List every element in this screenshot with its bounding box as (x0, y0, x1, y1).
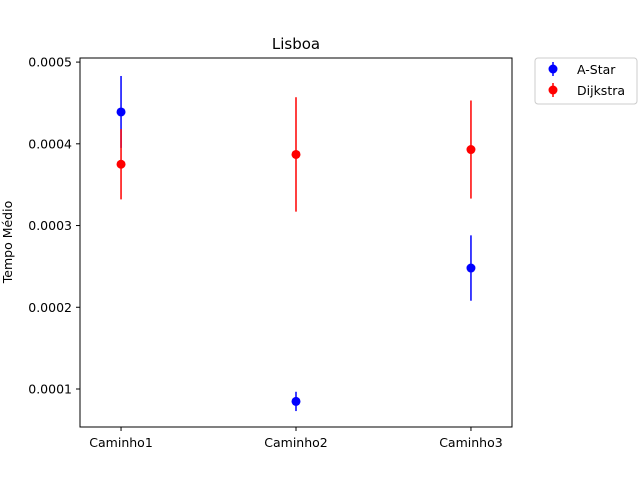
y-tick-label: 0.0003 (28, 218, 72, 233)
legend-frame (534, 57, 638, 105)
x-tick-label: Caminho2 (264, 435, 327, 450)
y-axis: 0.0001 0.0002 0.0003 0.0004 0.0005 (28, 55, 80, 396)
chart-title: Lisboa (272, 35, 320, 53)
legend-marker (548, 85, 558, 95)
data-point-dijkstra (116, 159, 126, 169)
x-tick-label: Caminho1 (89, 435, 152, 450)
y-tick-label: 0.0002 (28, 300, 72, 315)
data-point-a-star (466, 263, 476, 273)
y-tick-label: 0.0001 (28, 381, 72, 396)
data-point-dijkstra (291, 149, 301, 159)
data-point-dijkstra (466, 145, 476, 155)
y-tick-label: 0.0005 (28, 55, 72, 70)
legend-marker (548, 64, 558, 74)
data-point-a-star (116, 107, 126, 117)
y-tick-label: 0.0004 (28, 136, 72, 151)
legend-label-a-star: A-Star (577, 62, 616, 77)
marker-layer (116, 107, 476, 406)
x-tick-label: Caminho3 (439, 435, 502, 450)
y-axis-label: Tempo Médio (0, 201, 15, 284)
legend-item-a-star: A-Star (548, 62, 616, 77)
legend-label-dijkstra: Dijkstra (577, 83, 625, 98)
legend: A-Star Dijkstra (534, 57, 638, 105)
data-point-a-star (291, 396, 301, 406)
x-axis: Caminho1 Caminho2 Caminho3 (89, 427, 503, 450)
legend-item-dijkstra: Dijkstra (548, 83, 625, 98)
